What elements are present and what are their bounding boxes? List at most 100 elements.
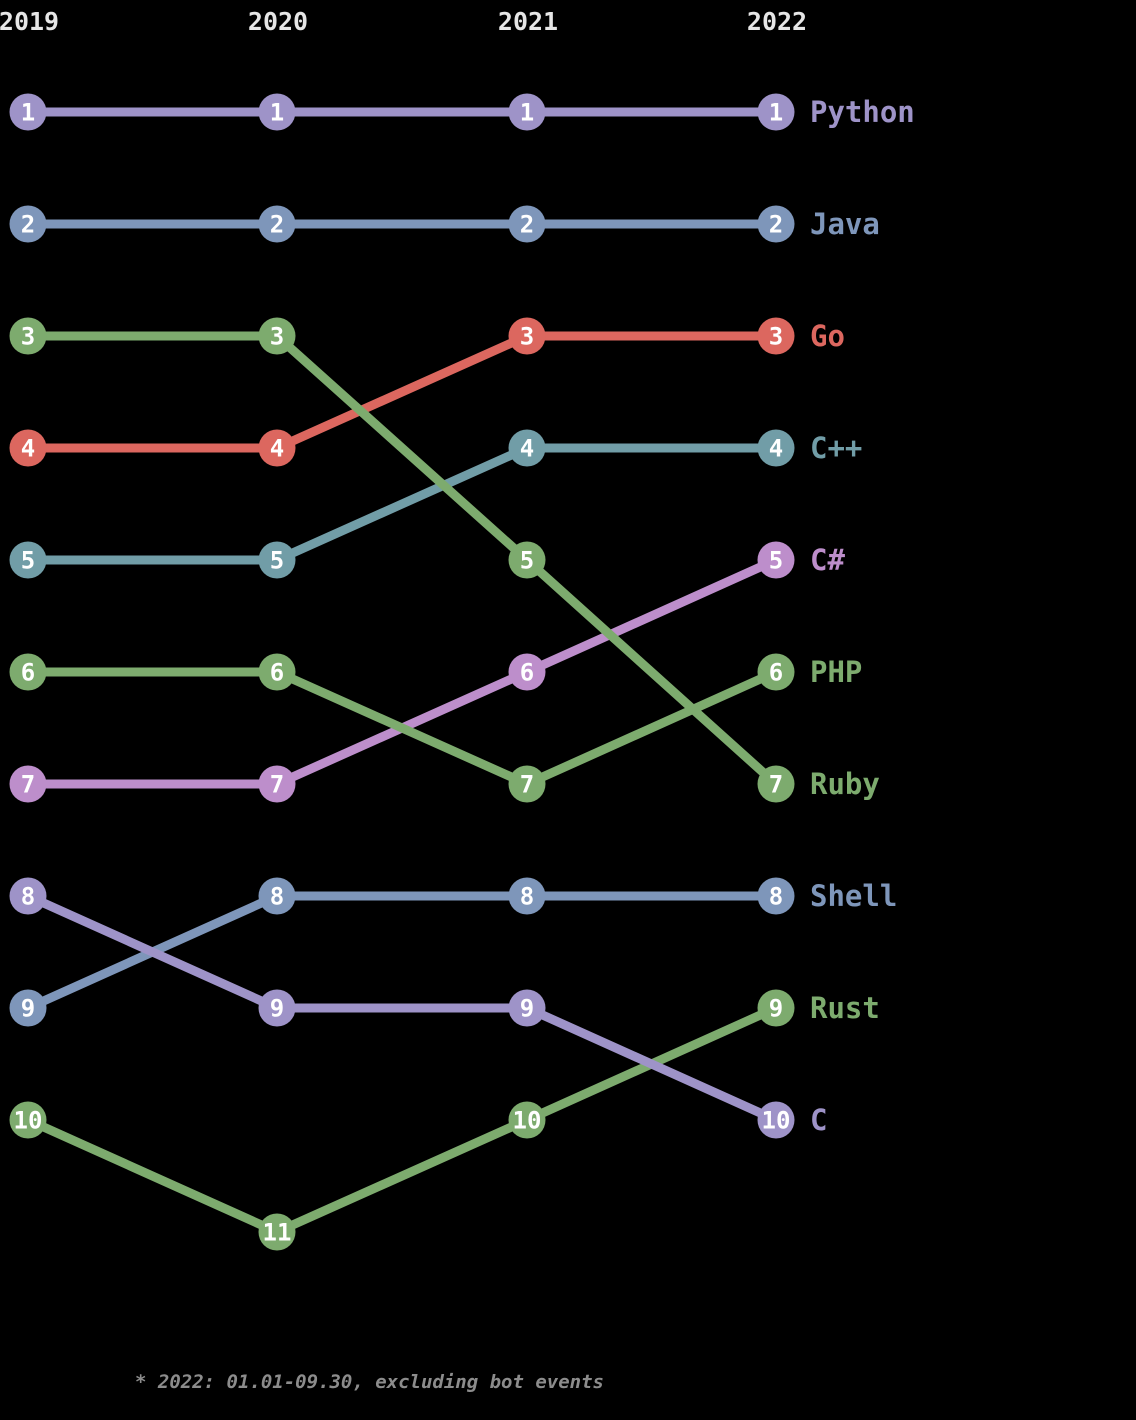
rank-number: 1	[520, 98, 534, 126]
rank-number: 1	[769, 98, 783, 126]
rank-number: 9	[270, 994, 284, 1022]
rank-number: 5	[520, 546, 534, 574]
series-line-cplusplus	[28, 443, 776, 565]
year-label: 2022	[747, 7, 807, 36]
rank-marker-php-2021	[508, 765, 546, 803]
series-line-rust	[26, 1003, 778, 1237]
series-label-rust: Rust	[810, 991, 880, 1025]
rank-number: 8	[769, 882, 783, 910]
rank-number: 8	[520, 882, 534, 910]
series-label-c: C	[810, 1103, 827, 1137]
chart-footnote: * 2022: 01.01-09.30, excluding bot event…	[135, 1371, 604, 1393]
rank-marker-python-2020	[258, 93, 296, 131]
rank-marker-csharp-2022	[757, 541, 795, 579]
rank-marker-c-2022	[757, 1101, 795, 1139]
rank-number: 5	[769, 546, 783, 574]
rank-number: 3	[769, 322, 783, 350]
series-line-shell	[26, 891, 776, 1013]
rank-number: 10	[14, 1106, 43, 1134]
rank-number: 4	[769, 434, 783, 462]
series-line-go	[28, 331, 776, 453]
rank-marker-c-2019	[9, 877, 47, 915]
rank-marker-python-2019	[9, 93, 47, 131]
rank-number: 6	[21, 658, 35, 686]
series-label-java: Java	[810, 207, 880, 241]
rank-marker-ruby-2022	[757, 765, 795, 803]
rank-marker-ruby-2021	[508, 541, 546, 579]
rank-number: 6	[270, 658, 284, 686]
rank-number: 8	[270, 882, 284, 910]
rank-number: 11	[263, 1218, 292, 1246]
rank-number: 7	[520, 770, 534, 798]
series-label-cplusplus: C++	[810, 431, 862, 465]
series-label-python: Python	[810, 95, 915, 129]
rank-marker-ruby-2019	[9, 317, 47, 355]
rank-marker-python-2022	[757, 93, 795, 131]
rank-marker-shell-2022	[757, 877, 795, 915]
series-line-php	[28, 667, 778, 789]
rank-marker-ruby-2020	[258, 317, 296, 355]
rank-marker-cplusplus-2019	[9, 541, 47, 579]
rank-number: 1	[270, 98, 284, 126]
rank-marker-csharp-2020	[258, 765, 296, 803]
rank-marker-cplusplus-2021	[508, 429, 546, 467]
rank-marker-java-2021	[508, 205, 546, 243]
series-label-csharp: C#	[810, 543, 845, 577]
rank-number: 6	[769, 658, 783, 686]
rank-marker-rust-2020	[258, 1213, 296, 1251]
rank-number: 7	[769, 770, 783, 798]
rank-number: 9	[520, 994, 534, 1022]
series-label-php: PHP	[810, 655, 862, 689]
rank-marker-rust-2021	[508, 1101, 546, 1139]
rank-number: 7	[21, 770, 35, 798]
rank-number: 3	[21, 322, 35, 350]
rank-number: 4	[270, 434, 284, 462]
rank-number: 5	[270, 546, 284, 574]
rank-marker-php-2022	[757, 653, 795, 691]
rank-number: 2	[21, 210, 35, 238]
rank-number: 9	[769, 994, 783, 1022]
rank-marker-shell-2021	[508, 877, 546, 915]
series-label-ruby: Ruby	[810, 767, 880, 801]
year-label: 2019	[0, 7, 59, 36]
rank-marker-rust-2022	[757, 989, 795, 1027]
rank-marker-php-2019	[9, 653, 47, 691]
rank-number: 3	[270, 322, 284, 350]
rank-number: 10	[762, 1106, 791, 1134]
rank-marker-java-2020	[258, 205, 296, 243]
rank-number: 5	[21, 546, 35, 574]
rank-marker-go-2021	[508, 317, 546, 355]
rank-marker-java-2022	[757, 205, 795, 243]
rank-number: 8	[21, 882, 35, 910]
rank-marker-java-2019	[9, 205, 47, 243]
rank-marker-shell-2019	[9, 989, 47, 1027]
rank-marker-csharp-2019	[9, 765, 47, 803]
rank-number: 4	[21, 434, 35, 462]
rank-marker-csharp-2021	[508, 653, 546, 691]
rank-marker-rust-2019	[9, 1101, 47, 1139]
rank-marker-cplusplus-2022	[757, 429, 795, 467]
rank-number: 1	[21, 98, 35, 126]
rank-marker-go-2019	[9, 429, 47, 467]
series-line-ruby	[28, 331, 780, 788]
rank-marker-cplusplus-2020	[258, 541, 296, 579]
series-label-go: Go	[810, 319, 845, 353]
rank-number: 7	[270, 770, 284, 798]
rank-marker-go-2020	[258, 429, 296, 467]
rank-marker-python-2021	[508, 93, 546, 131]
year-label: 2020	[248, 7, 308, 36]
rank-marker-c-2020	[258, 989, 296, 1027]
rank-marker-shell-2020	[258, 877, 296, 915]
rank-number: 4	[520, 434, 534, 462]
rank-number: 2	[270, 210, 284, 238]
rank-marker-php-2020	[258, 653, 296, 691]
rank-marker-c-2021	[508, 989, 546, 1027]
rank-number: 6	[520, 658, 534, 686]
year-label: 2021	[498, 7, 558, 36]
rank-number: 9	[21, 994, 35, 1022]
rank-number: 3	[520, 322, 534, 350]
rank-number: 2	[520, 210, 534, 238]
series-line-c	[26, 891, 778, 1125]
series-label-shell: Shell	[810, 879, 897, 913]
